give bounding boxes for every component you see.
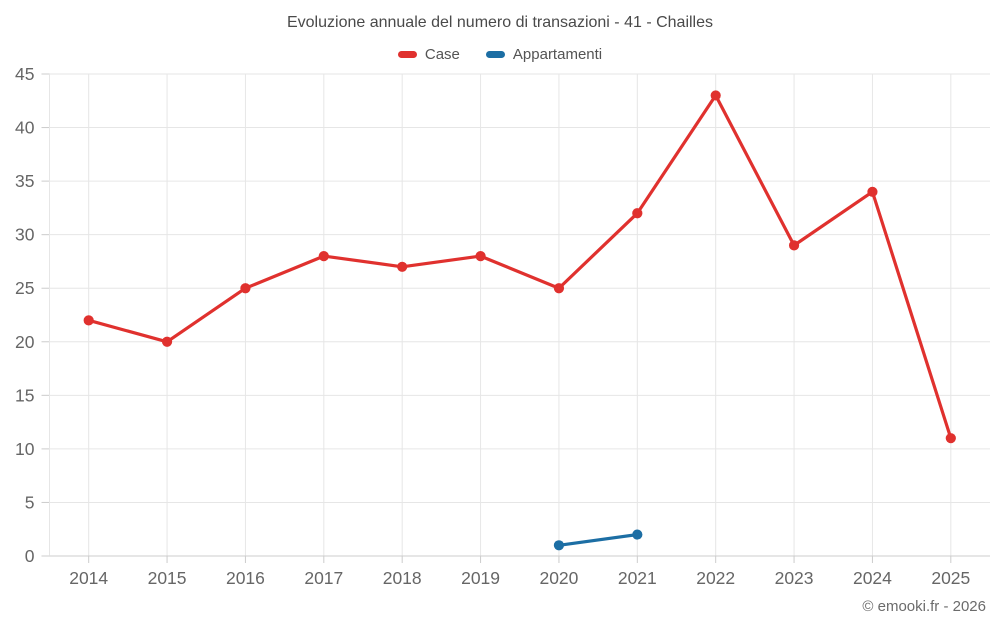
data-point-case-2020[interactable] <box>553 283 565 294</box>
x-axis-label: 2017 <box>304 568 343 588</box>
series-line-case <box>87 93 953 440</box>
data-point-case-2014[interactable] <box>83 315 94 326</box>
chart-title: Evoluzione annuale del numero di transaz… <box>286 14 714 31</box>
x-axis-label: 2021 <box>618 568 657 588</box>
y-axis-label: 0 <box>25 546 35 566</box>
y-axis-label: 35 <box>15 171 34 191</box>
data-point-case-2022[interactable] <box>710 90 721 101</box>
series-line-appartamenti <box>557 532 639 547</box>
legend-swatch-case-icon <box>397 51 417 58</box>
y-axis-label: 20 <box>15 332 35 352</box>
legend-item-appartamenti[interactable]: Appartamenti <box>485 46 603 63</box>
data-point-appartamenti-2020[interactable] <box>553 540 565 551</box>
y-axis-label: 45 <box>15 64 34 84</box>
y-axis-label: 40 <box>15 118 35 138</box>
x-axis-label: 2022 <box>696 568 735 588</box>
data-point-case-2019[interactable] <box>475 250 486 262</box>
x-axis-label: 2014 <box>69 568 108 588</box>
legend-label-appartamenti: Appartamenti <box>512 46 603 63</box>
data-point-case-2016[interactable] <box>240 283 251 294</box>
x-axis-label: 2024 <box>853 568 892 588</box>
y-axis-label: 15 <box>15 385 34 405</box>
data-point-case-2023[interactable] <box>788 240 800 251</box>
data-point-case-2018[interactable] <box>397 261 408 272</box>
x-axis-label: 2018 <box>383 568 422 588</box>
legend-item-case[interactable]: Case <box>397 46 460 63</box>
data-point-case-2024[interactable] <box>867 186 878 197</box>
y-axis-label: 30 <box>15 225 35 245</box>
x-axis-label: 2025 <box>931 568 970 588</box>
legend-label-case: Case <box>424 46 460 63</box>
data-point-case-2017[interactable] <box>318 250 329 262</box>
copyright-text: © emooki.fr - 2026 <box>862 598 986 615</box>
data-point-case-2021[interactable] <box>632 208 643 219</box>
x-axis-label: 2016 <box>226 568 265 588</box>
legend-swatch-appartamenti-icon <box>485 51 505 58</box>
y-axis-label: 5 <box>25 492 35 512</box>
y-axis-label: 25 <box>15 278 34 298</box>
data-point-appartamenti-2021[interactable] <box>632 529 643 540</box>
y-axis-label: 10 <box>15 439 35 459</box>
data-point-case-2025[interactable] <box>945 433 956 444</box>
x-axis-label: 2020 <box>539 568 578 588</box>
data-point-case-2015[interactable] <box>161 336 173 347</box>
x-axis-label: 2023 <box>775 568 814 588</box>
x-axis-label: 2019 <box>461 568 500 588</box>
chart-legend: Case Appartamenti <box>0 46 1000 63</box>
x-axis-label: 2015 <box>148 568 187 588</box>
